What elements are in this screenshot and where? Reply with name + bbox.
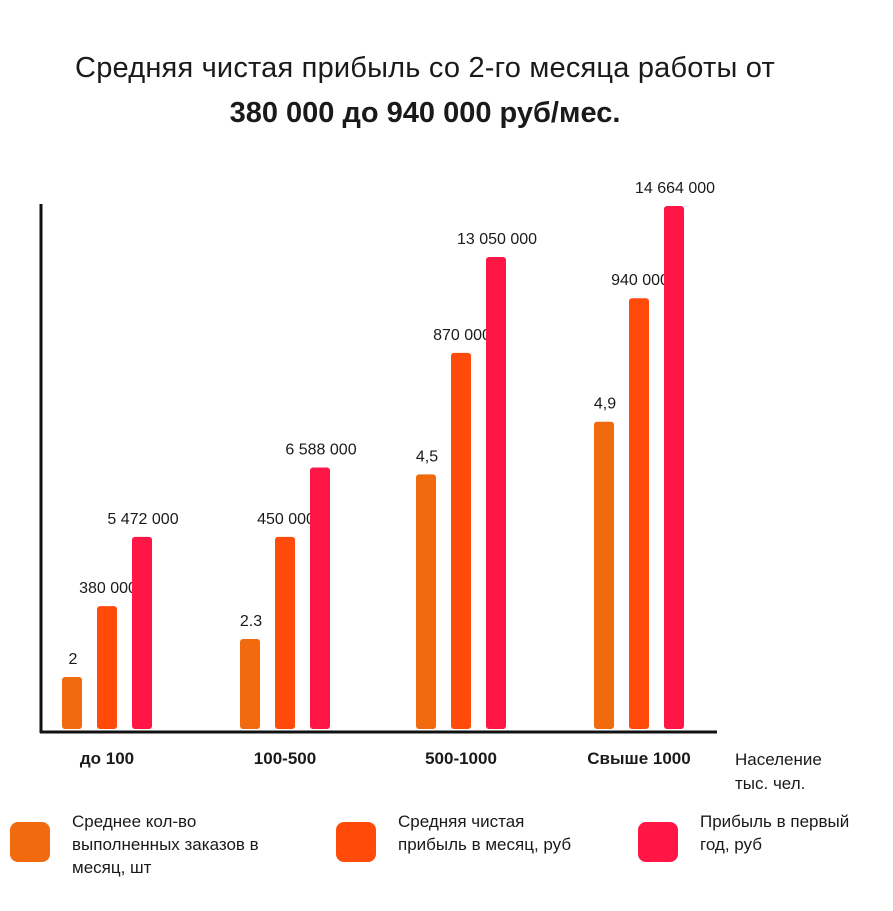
bar-orders-1 <box>240 638 260 729</box>
category-label-2: 500-1000 <box>425 749 497 768</box>
data-label-yearly-profit-1: 6 588 000 <box>285 442 356 459</box>
legend-text-line: месяц, шт <box>72 858 152 877</box>
data-label-orders-2: 4,5 <box>416 448 438 465</box>
legend-text-line: Среднее кол-во <box>72 812 197 831</box>
legend-text-line: Прибыль в первый <box>700 812 850 831</box>
legend-text-line: прибыль в месяц, руб <box>398 835 572 854</box>
data-label-monthly-profit-2: 870 000 <box>433 327 491 344</box>
category-label-3: Свыше 1000 <box>587 749 690 768</box>
data-label-yearly-profit-0: 5 472 000 <box>107 511 178 528</box>
bar-monthly-profit-2 <box>451 352 471 729</box>
legend-swatch-monthly-profit <box>336 822 376 862</box>
bar-monthly-profit-1 <box>275 536 295 729</box>
data-label-monthly-profit-1: 450 000 <box>257 511 315 528</box>
data-label-orders-0: 2 <box>69 651 78 668</box>
x-axis-title-line-1: тыс. чел. <box>735 774 805 793</box>
bar-orders-3 <box>594 421 614 729</box>
x-axis-title-line-0: Население <box>735 750 822 769</box>
data-label-yearly-profit-3: 14 664 000 <box>635 180 715 197</box>
chart-title-line-2: 380 000 до 940 000 руб/мес. <box>229 97 621 129</box>
category-label-1: 100-500 <box>254 749 316 768</box>
data-label-orders-1: 2.3 <box>240 613 262 630</box>
bar-yearly-profit-3 <box>664 206 684 729</box>
data-label-monthly-profit-0: 380 000 <box>79 580 137 597</box>
legend-swatch-orders <box>10 822 50 862</box>
bar-yearly-profit-0 <box>132 536 152 729</box>
data-label-monthly-profit-3: 940 000 <box>611 272 669 289</box>
bar-orders-2 <box>416 474 436 729</box>
legend-label-yearly-profit: Прибыль в первый год, руб <box>700 810 849 856</box>
bar-yearly-profit-1 <box>310 467 330 729</box>
legend-label-orders: Среднее кол-во выполненных заказов в месяц… <box>72 810 259 879</box>
legend-item-orders: Среднее кол-во выполненных заказов в месяц… <box>10 810 259 879</box>
legend-swatch-yearly-profit <box>638 822 678 862</box>
data-label-yearly-profit-2: 13 050 000 <box>457 231 537 248</box>
legend-item-yearly-profit: Прибыль в первый год, руб <box>638 810 849 862</box>
legend-text-line: Средняя чистая <box>398 812 525 831</box>
legend-item-monthly-profit: Средняя чистая прибыль в месяц, руб <box>336 810 571 862</box>
bar-orders-0 <box>62 676 82 729</box>
data-label-orders-3: 4,9 <box>594 396 616 413</box>
legend-label-monthly-profit: Средняя чистая прибыль в месяц, руб <box>398 810 571 856</box>
bar-monthly-profit-3 <box>629 298 649 729</box>
bar-monthly-profit-0 <box>97 606 117 729</box>
bar-yearly-profit-2 <box>486 257 506 729</box>
category-label-0: до 100 <box>80 749 134 768</box>
chart-title-line-1: Средняя чистая прибыль со 2-го месяца ра… <box>75 52 775 84</box>
legend-text-line: год, руб <box>700 835 762 854</box>
legend-text-line: выполненных заказов в <box>72 835 259 854</box>
